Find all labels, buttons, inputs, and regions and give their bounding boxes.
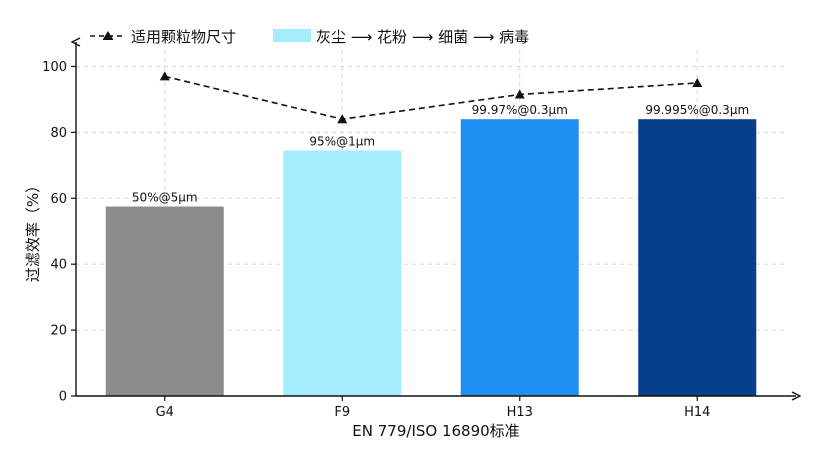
- y-tick-label: 80: [50, 126, 67, 141]
- data-label-f9: 95%@1μm: [309, 135, 375, 149]
- x-tick-label-h14: H14: [684, 405, 710, 420]
- y-tick-label: 0: [59, 390, 67, 405]
- x-tick-label-g4: G4: [156, 405, 174, 420]
- x-tick-label-f9: F9: [334, 405, 350, 420]
- line-point-h14: [692, 77, 703, 87]
- line-point-h13: [514, 89, 525, 99]
- y-tick-label: 40: [50, 258, 67, 273]
- bar-g4: [105, 206, 224, 396]
- data-label-h13: 99.97%@0.3μm: [472, 103, 568, 117]
- x-axis-title: EN 779/ISO 16890标准: [352, 422, 519, 440]
- y-ticks: 0 20 40 60 80 100: [42, 60, 76, 405]
- legend-bar-label: 灰尘 ⟶ 花粉 ⟶ 细菌 ⟶ 病毒: [316, 28, 529, 46]
- x-ticks: G4 F9 H13 H14: [156, 396, 710, 420]
- legend-bar-swatch: [273, 29, 311, 42]
- x-tick-label-h13: H13: [507, 405, 533, 420]
- legend-line-label: 适用颗粒物尺寸: [131, 28, 236, 46]
- data-labels: 50%@5μm 95%@1μm 99.97%@0.3μm 99.995%@0.3μm: [132, 103, 749, 204]
- legend-triangle-marker: [102, 31, 114, 40]
- particle-size-line: [159, 71, 703, 124]
- bar-h13: [460, 119, 579, 396]
- bar-h14: [638, 119, 757, 396]
- y-axis-title: 过滤效率（%）: [24, 178, 42, 282]
- bar-f9: [283, 150, 402, 396]
- y-tick-label: 20: [50, 324, 67, 339]
- particle-size-line-path: [164, 75, 698, 121]
- data-label-h14: 99.995%@0.3μm: [645, 103, 749, 117]
- line-point-g4: [159, 71, 170, 81]
- y-tick-label: 60: [50, 192, 67, 207]
- legend: 适用颗粒物尺寸 灰尘 ⟶ 花粉 ⟶ 细菌 ⟶ 病毒: [90, 28, 529, 46]
- data-label-g4: 50%@5μm: [132, 191, 198, 205]
- line-point-f9: [337, 114, 348, 124]
- bars: [105, 119, 757, 396]
- y-tick-label: 100: [42, 60, 67, 75]
